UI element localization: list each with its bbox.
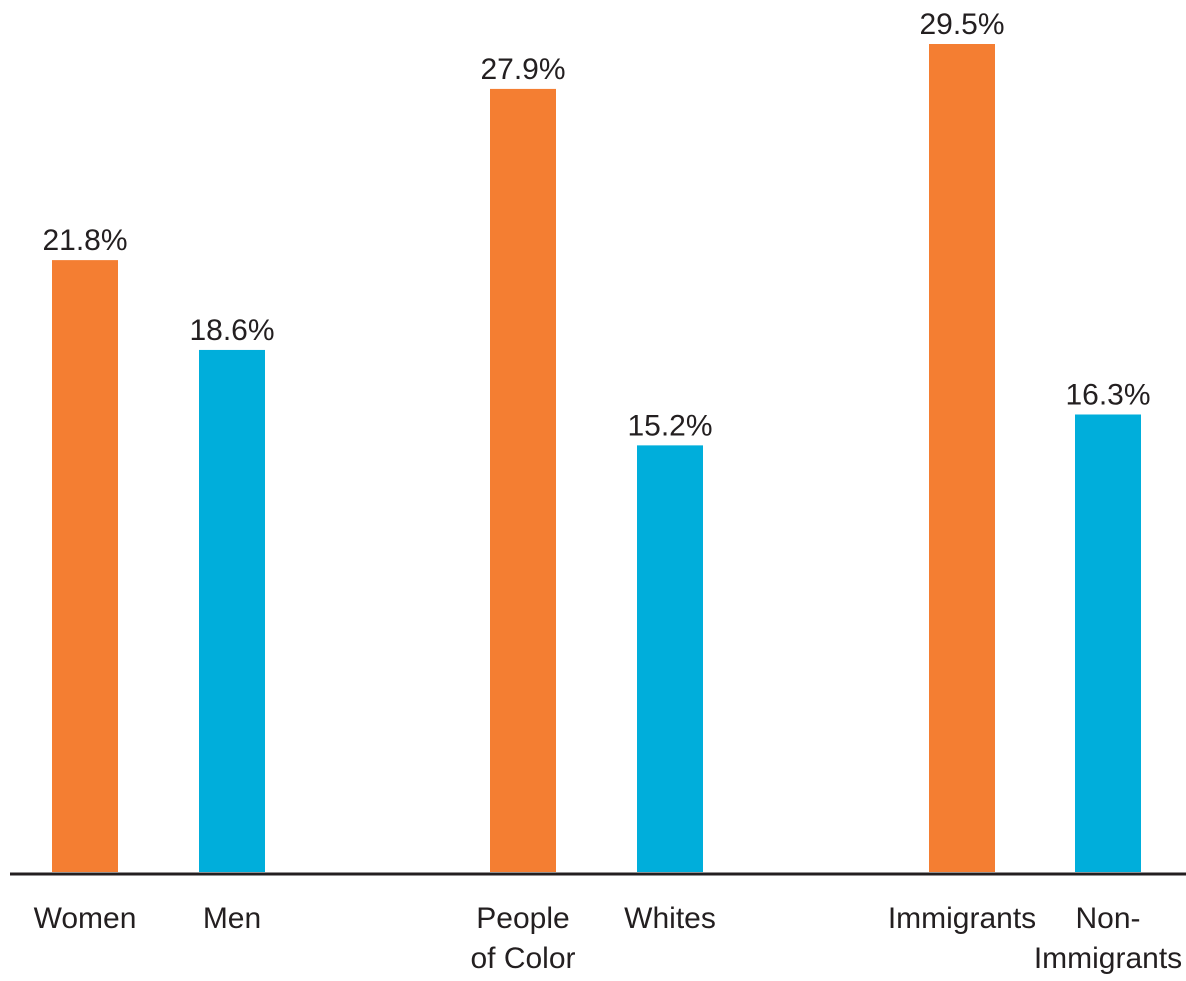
data-label: 27.9% (480, 53, 565, 86)
category-label: Women (34, 902, 137, 935)
data-label: 21.8% (42, 224, 127, 257)
category-label: of Color (470, 942, 575, 975)
data-label: 29.5% (919, 8, 1004, 41)
category-label: People (476, 902, 569, 935)
data-label: 16.3% (1065, 378, 1150, 411)
category-label: Whites (624, 902, 716, 935)
data-label: 18.6% (189, 314, 274, 347)
category-label: Immigrants (888, 902, 1036, 935)
bar-women (52, 260, 118, 872)
bar-men (199, 349, 265, 873)
category-label: Immigrants (1034, 942, 1182, 975)
data-label: 15.2% (627, 409, 712, 442)
category-label: Non- (1075, 902, 1140, 935)
bar-whites (637, 445, 703, 872)
bar-non-immigrants (1075, 414, 1141, 872)
bar-people-of-color (490, 88, 556, 873)
category-label: Men (203, 902, 261, 935)
bar-immigrants (929, 44, 995, 872)
bars-layer (52, 44, 1141, 873)
value-labels-layer: 21.8% 18.6% 27.9% 15.2% 29.5% 16.3% (42, 8, 1150, 442)
category-labels-layer: Women Men People of Color Whites Immigrants No… (34, 902, 1183, 975)
